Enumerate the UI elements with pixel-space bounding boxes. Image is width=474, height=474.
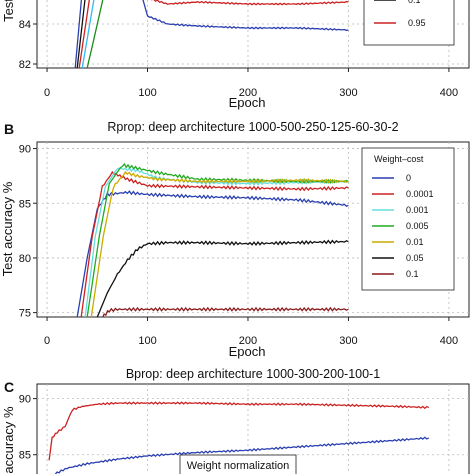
legend-label: 0.1 [408,0,421,5]
x-tick-label: 0 [44,335,50,347]
y-tick-label: 75 [19,308,31,320]
x-tick-label: 300 [339,335,357,347]
legend-label: 0.0001 [406,189,434,199]
y-tick-label: 85 [19,198,31,210]
x-tick-label: 400 [440,335,458,347]
x-tick-label: 200 [239,87,257,99]
panel-letter: B [4,121,14,137]
series-line-curve-2 [74,0,349,68]
x-tick-label: 0 [44,87,50,99]
y-axis-label: accuracy % [1,406,16,474]
legend-label: 0.1 [406,269,419,279]
series-line-0_1 [102,306,349,317]
y-axis-label: Test [1,0,16,22]
series-line-0_0001 [80,170,349,317]
legend-box [361,147,455,291]
x-tick-label: 400 [440,87,458,99]
y-axis-label: Test accuracy % [0,181,15,276]
series-line-0_05 [96,239,349,317]
legend-label: 0 [406,173,411,183]
series-group [74,0,349,68]
y-tick-label: 84 [19,19,31,31]
annotation-box [179,454,297,474]
legend-label: 0.005 [406,221,429,231]
series-line-0_95 [78,0,349,68]
panel-letter: C [4,379,14,395]
y-tick-label: 90 [19,394,31,406]
y-tick-label: 85 [19,450,31,462]
legend-title: Weight–cost [374,154,424,164]
x-tick-label: 300 [339,87,357,99]
series-line-curve-1 [54,436,430,474]
legend-label: 0.01 [406,237,424,247]
x-tick-label: 100 [138,335,156,347]
series-line-0 [76,190,349,317]
y-tick-label: 82 [19,59,31,71]
panel-b: 0 100 200 300 400 75 80 85 90 Epoch Test accuracy … [0,120,470,359]
x-tick-label: 100 [138,87,156,99]
x-axis-label: Epoch [229,95,266,110]
series-line-0_005 [86,162,349,317]
legend-label: 0.05 [406,253,424,263]
panel-a: 0 100 200 300 400 82 84 Epoch Test 0.1 0.95 [1,0,470,110]
series-line-0_01 [90,170,349,317]
panel-title: Rprop: deep architecture 1000-500-250-12… [107,120,398,134]
legend-label: 0.95 [408,18,426,28]
series-group [48,401,430,474]
y-tick-label: 90 [19,144,31,156]
legend-label: 0.001 [406,205,429,215]
annotation-label: Weight normalization [187,460,290,472]
series-group [76,162,349,317]
panel-title: Bprop: deep architecture 1000-300-200-10… [126,367,380,381]
series-line-curve-0 [48,401,430,461]
x-axis-label: Epoch [229,344,266,359]
y-tick-label: 80 [19,253,31,265]
x-tick-label: 200 [239,335,257,347]
